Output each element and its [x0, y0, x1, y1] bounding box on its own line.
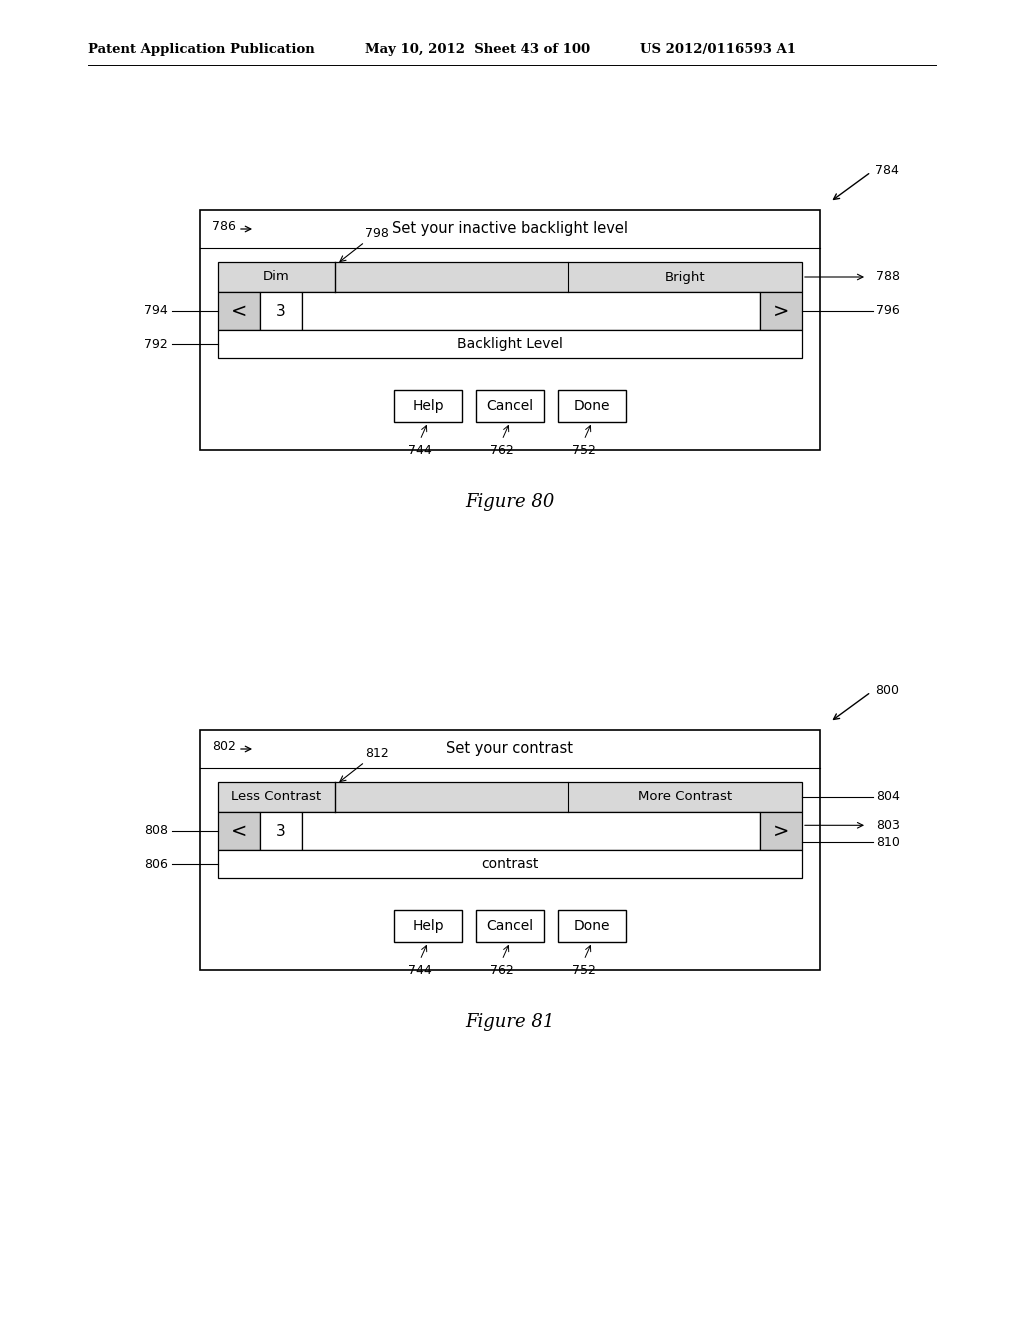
Text: 786: 786	[212, 220, 236, 234]
Bar	[200, 210, 820, 450]
Text: Figure 80: Figure 80	[465, 492, 555, 511]
Bar	[218, 261, 802, 292]
Text: Less Contrast: Less Contrast	[231, 791, 322, 804]
Text: Set your inactive backlight level: Set your inactive backlight level	[392, 222, 628, 236]
Bar	[558, 389, 626, 422]
Bar	[394, 909, 462, 942]
Text: Patent Application Publication: Patent Application Publication	[88, 44, 314, 57]
Bar	[218, 781, 802, 812]
Bar	[476, 909, 544, 942]
Text: 744: 744	[409, 444, 432, 457]
Text: 812: 812	[365, 747, 388, 760]
Text: 752: 752	[572, 964, 596, 977]
Text: 804: 804	[876, 791, 900, 804]
Text: Figure 81: Figure 81	[465, 1012, 555, 1031]
Text: Help: Help	[413, 399, 443, 413]
Bar	[394, 389, 462, 422]
Text: Cancel: Cancel	[486, 399, 534, 413]
Text: 798: 798	[365, 227, 389, 240]
Text: May 10, 2012  Sheet 43 of 100: May 10, 2012 Sheet 43 of 100	[365, 44, 590, 57]
Text: Help: Help	[413, 919, 443, 933]
Text: Done: Done	[573, 919, 610, 933]
Text: 744: 744	[409, 964, 432, 977]
Bar	[260, 812, 302, 850]
Text: 806: 806	[144, 858, 168, 870]
Text: 792: 792	[144, 338, 168, 351]
Bar	[760, 812, 802, 850]
Text: contrast: contrast	[481, 857, 539, 871]
Text: 796: 796	[876, 305, 900, 318]
Text: Backlight Level: Backlight Level	[457, 337, 563, 351]
Bar	[302, 812, 760, 850]
Text: 800: 800	[874, 684, 899, 697]
Text: 802: 802	[212, 741, 236, 754]
Text: 794: 794	[144, 305, 168, 318]
Bar	[200, 730, 820, 970]
Bar	[260, 292, 302, 330]
Text: >: >	[773, 821, 790, 841]
Text: More Contrast: More Contrast	[638, 791, 732, 804]
Text: Done: Done	[573, 399, 610, 413]
Bar	[760, 292, 802, 330]
Text: 762: 762	[490, 444, 514, 457]
Bar	[302, 292, 760, 330]
Text: 3: 3	[276, 304, 286, 318]
Text: >: >	[773, 301, 790, 321]
Text: <: <	[230, 821, 247, 841]
Text: 810: 810	[876, 836, 900, 849]
Bar	[218, 330, 802, 358]
Text: Bright: Bright	[665, 271, 706, 284]
Text: 788: 788	[876, 271, 900, 284]
Text: 762: 762	[490, 964, 514, 977]
Text: US 2012/0116593 A1: US 2012/0116593 A1	[640, 44, 796, 57]
Bar	[218, 292, 260, 330]
Bar	[218, 850, 802, 878]
Text: Cancel: Cancel	[486, 919, 534, 933]
Text: <: <	[230, 301, 247, 321]
Bar	[558, 909, 626, 942]
Bar	[218, 812, 260, 850]
Text: 784: 784	[874, 164, 899, 177]
Bar	[476, 389, 544, 422]
Text: 3: 3	[276, 824, 286, 838]
Text: 808: 808	[144, 825, 168, 837]
Text: 752: 752	[572, 444, 596, 457]
Text: 803: 803	[876, 818, 900, 832]
Text: Set your contrast: Set your contrast	[446, 742, 573, 756]
Text: Dim: Dim	[263, 271, 290, 284]
